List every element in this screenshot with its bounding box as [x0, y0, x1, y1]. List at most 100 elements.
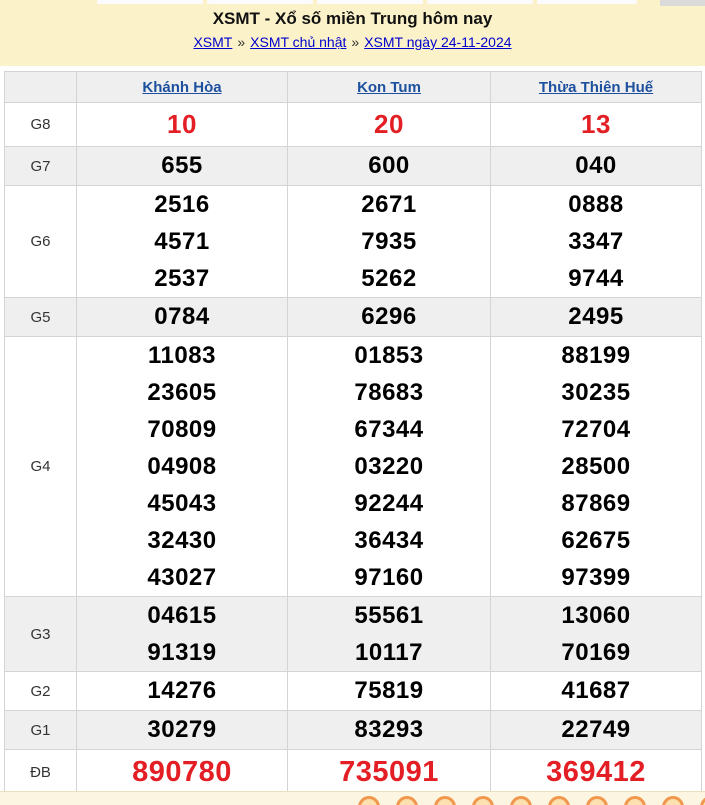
- prize-label: ĐB: [4, 749, 77, 795]
- tab-sliver-end: [660, 0, 705, 6]
- prize-number: 78683: [354, 379, 424, 406]
- prize-number: 87869: [561, 490, 631, 517]
- prize-number: 10: [167, 109, 197, 139]
- prize-number: 22749: [561, 716, 631, 743]
- prize-number: 67344: [354, 416, 424, 443]
- prize-number: 600: [368, 152, 410, 179]
- prize-row-g1: G1 30279 83293 22749: [4, 710, 702, 750]
- prize-cell: 655: [76, 146, 288, 186]
- prize-number: 70809: [147, 416, 217, 443]
- prize-number: 890780: [132, 756, 232, 788]
- prize-row-g6: G6 2516 4571 2537 2671 7935 5262 0888 33…: [4, 185, 702, 298]
- tab-sliver[interactable]: [537, 0, 637, 4]
- prize-cell: 890780: [76, 749, 288, 795]
- prize-number: 735091: [339, 756, 439, 788]
- prize-row-db: ĐB 890780 735091 369412: [4, 749, 702, 795]
- prize-cell: 01853 78683 67344 03220 92244 36434 9716…: [287, 336, 491, 597]
- tab-sliver[interactable]: [207, 0, 313, 4]
- prize-number: 97160: [354, 564, 424, 591]
- prize-number: 9744: [568, 265, 624, 292]
- prize-cell: 369412: [490, 749, 702, 795]
- province-link-thua-thien-hue[interactable]: Thừa Thiên Huế: [538, 78, 654, 96]
- tab-sliver[interactable]: [427, 0, 533, 4]
- prize-number: 36434: [354, 527, 424, 554]
- prize-cell: 04615 91319: [76, 596, 288, 672]
- prize-number: 2516: [154, 191, 210, 218]
- prize-row-g8: G8 10 20 13: [4, 102, 702, 147]
- prize-number: 3347: [568, 228, 624, 255]
- prize-number: 72704: [561, 416, 631, 443]
- prize-cell: 6296: [287, 297, 491, 337]
- lotto-ball-icon[interactable]: [662, 796, 684, 805]
- prize-row-g5: G5 0784 6296 2495: [4, 297, 702, 337]
- prize-cell: 13060 70169: [490, 596, 702, 672]
- prize-label: G6: [4, 185, 77, 298]
- prize-number: 2671: [361, 191, 417, 218]
- column-header-thua-thien-hue: Thừa Thiên Huế: [490, 71, 702, 103]
- lotto-ball-icon[interactable]: [548, 796, 570, 805]
- prize-row-g2: G2 14276 75819 41687: [4, 671, 702, 711]
- prize-number: 23605: [147, 379, 217, 406]
- corner-cell: [4, 71, 77, 103]
- prize-number: 7935: [361, 228, 417, 255]
- prize-number: 0888: [568, 191, 624, 218]
- lotto-ball-icon[interactable]: [700, 796, 705, 805]
- prize-cell: 20: [287, 102, 491, 147]
- prize-cell: 13: [490, 102, 702, 147]
- tab-sliver[interactable]: [317, 0, 423, 4]
- prize-cell: 55561 10117: [287, 596, 491, 672]
- prize-number: 14276: [147, 677, 217, 704]
- province-link-kon-tum[interactable]: Kon Tum: [357, 78, 421, 96]
- prize-row-g3: G3 04615 91319 55561 10117 13060 70169: [4, 596, 702, 672]
- lotto-ball-icon[interactable]: [624, 796, 646, 805]
- lotto-ball-icon[interactable]: [358, 796, 380, 805]
- lotto-balls: [358, 796, 705, 805]
- prize-number: 04615: [147, 602, 217, 629]
- lotto-ball-icon[interactable]: [510, 796, 532, 805]
- prize-cell: 30279: [76, 710, 288, 750]
- lotto-ball-icon[interactable]: [434, 796, 456, 805]
- lotto-ball-icon[interactable]: [472, 796, 494, 805]
- lotto-ball-icon[interactable]: [586, 796, 608, 805]
- prize-cell: 2495: [490, 297, 702, 337]
- page-title: XSMT - Xổ số miền Trung hôm nay: [212, 9, 493, 28]
- prize-number: 91319: [147, 639, 217, 666]
- prize-number: 83293: [354, 716, 424, 743]
- prize-number: 04908: [147, 453, 217, 480]
- prize-cell: 2671 7935 5262: [287, 185, 491, 298]
- column-header-kon-tum: Kon Tum: [287, 71, 491, 103]
- prize-cell: 83293: [287, 710, 491, 750]
- tab-sliver[interactable]: [97, 0, 203, 4]
- prize-cell: 10: [76, 102, 288, 147]
- breadcrumb-separator: »: [351, 34, 360, 50]
- prize-row-g7: G7 655 600 040: [4, 146, 702, 186]
- prize-cell: 11083 23605 70809 04908 45043 32430 4302…: [76, 336, 288, 597]
- prize-number: 55561: [354, 602, 424, 629]
- province-link-khanh-hoa[interactable]: Khánh Hòa: [142, 78, 222, 96]
- prize-label: G1: [4, 710, 77, 750]
- prize-cell: 41687: [490, 671, 702, 711]
- prize-cell: 14276: [76, 671, 288, 711]
- prize-number: 70169: [561, 639, 631, 666]
- prize-cell: 600: [287, 146, 491, 186]
- page-header: XSMT - Xổ số miền Trung hôm nay XSMT » XSM…: [0, 0, 705, 66]
- prize-number: 88199: [561, 342, 631, 369]
- breadcrumb-link-xsmt-date[interactable]: XSMT ngày 24-11-2024: [364, 34, 512, 50]
- prize-number: 62675: [561, 527, 631, 554]
- prize-label: G7: [4, 146, 77, 186]
- lotto-ball-icon[interactable]: [396, 796, 418, 805]
- prize-number: 32430: [147, 527, 217, 554]
- prize-number: 4571: [154, 228, 210, 255]
- prize-cell: 0888 3347 9744: [490, 185, 702, 298]
- prize-row-g4: G4 11083 23605 70809 04908 45043 32430 4…: [4, 336, 702, 597]
- prize-number: 28500: [561, 453, 631, 480]
- column-header-khanh-hoa: Khánh Hòa: [76, 71, 288, 103]
- table-header-row: Khánh Hòa Kon Tum Thừa Thiên Huế: [4, 71, 702, 103]
- prize-number: 6296: [361, 303, 417, 330]
- prize-number: 0784: [154, 303, 210, 330]
- prize-cell: 88199 30235 72704 28500 87869 62675 9739…: [490, 336, 702, 597]
- prize-number: 11083: [148, 342, 216, 369]
- breadcrumb-link-xsmt-chu-nhat[interactable]: XSMT chủ nhật: [250, 34, 347, 50]
- breadcrumb-link-xsmt[interactable]: XSMT: [193, 34, 233, 50]
- prize-number: 369412: [546, 756, 646, 788]
